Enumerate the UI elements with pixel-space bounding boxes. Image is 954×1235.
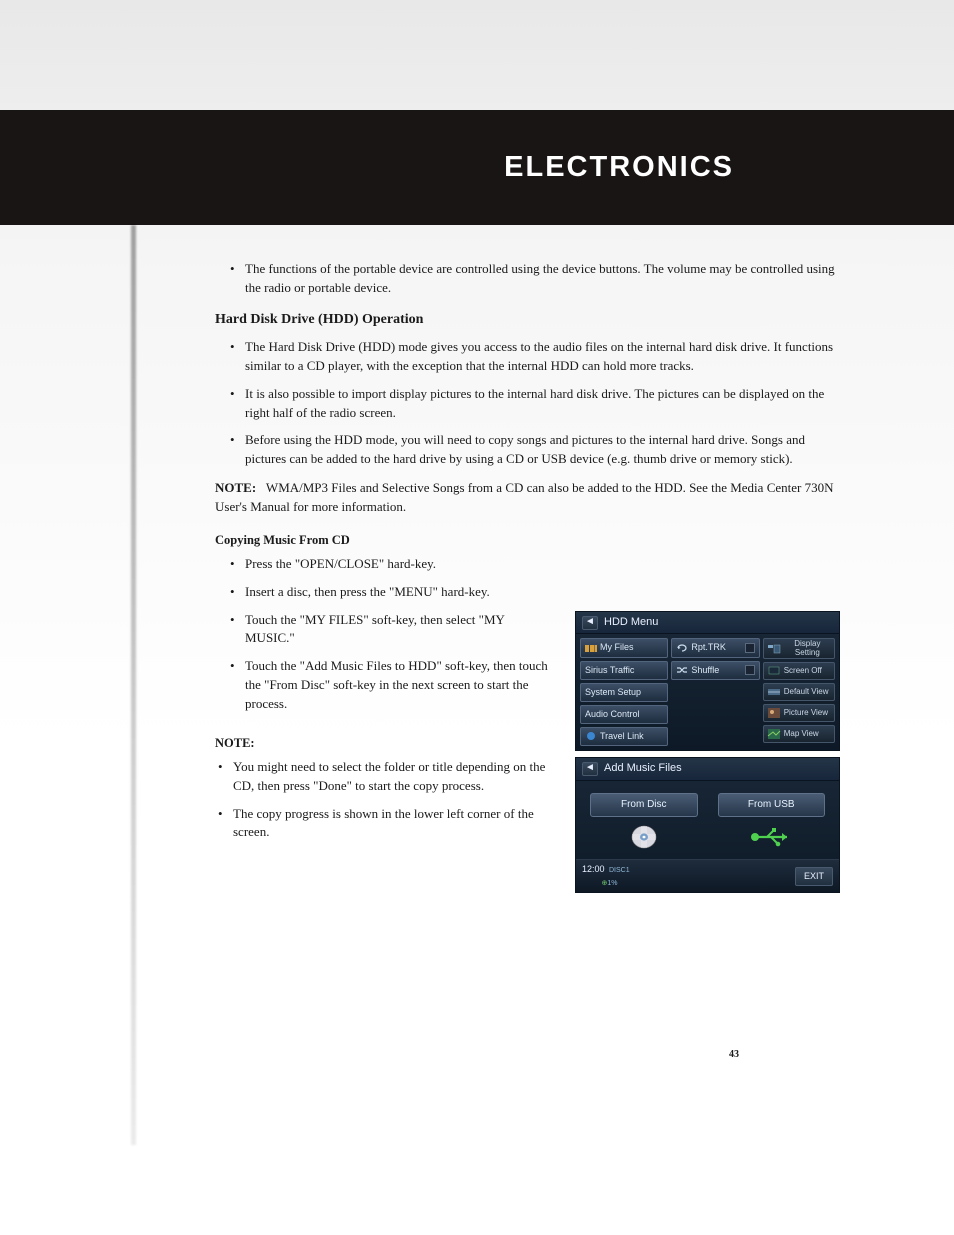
header-band: ELECTRONICS — [0, 110, 954, 225]
screen2-titlebar: ◄ Add Music Files — [576, 758, 839, 781]
travel-label: Travel Link — [600, 730, 644, 743]
repeat-track-button[interactable]: Rpt.TRK — [671, 638, 759, 657]
usb-icon — [718, 823, 826, 851]
screen1-left-col: My Files Sirius Traffic System Setup Aud… — [580, 638, 668, 745]
hdd-bullet: It is also possible to import display pi… — [245, 385, 840, 423]
hdd-bullet: Before using the HDD mode, you will need… — [245, 431, 840, 469]
map-view-icon — [767, 728, 781, 740]
shuffle-checkbox[interactable] — [745, 665, 755, 675]
picture-view-button[interactable]: Picture View — [763, 704, 835, 722]
screen1-right-col: Display Setting Screen Off Default View — [763, 638, 835, 745]
default-view-label: Default View — [784, 688, 829, 696]
default-view-button[interactable]: Default View — [763, 683, 835, 701]
add-row: From Disc — [590, 793, 825, 852]
from-usb-button[interactable]: From USB — [718, 793, 826, 852]
copying-bullets-side: Touch the "MY FILES" soft-key, then sele… — [215, 611, 555, 714]
from-usb-label: From USB — [718, 793, 826, 818]
hdd-bullet: The Hard Disk Drive (HDD) mode gives you… — [245, 338, 840, 376]
header-title: ELECTRONICS — [504, 151, 734, 184]
hdd-bullet-list: The Hard Disk Drive (HDD) mode gives you… — [215, 338, 840, 469]
screen-off-button[interactable]: Screen Off — [763, 662, 835, 680]
note-text: WMA/MP3 Files and Selective Songs from a… — [215, 480, 833, 514]
sirius-traffic-button[interactable]: Sirius Traffic — [580, 661, 668, 680]
two-column-row: Touch the "MY FILES" soft-key, then sele… — [215, 611, 840, 900]
screen1-title: HDD Menu — [604, 615, 658, 631]
screen1-titlebar: ◄ HDD Menu — [576, 612, 839, 635]
system-setup-button[interactable]: System Setup — [580, 683, 668, 702]
travel-link-button[interactable]: Travel Link — [580, 727, 668, 746]
note2-bullets: You might need to select the folder or t… — [215, 758, 555, 842]
status-time: 12:00 — [582, 864, 605, 874]
add-music-screenshot: ◄ Add Music Files From Disc — [575, 757, 840, 894]
repeat-icon — [676, 643, 688, 653]
picture-view-label: Picture View — [784, 709, 828, 717]
map-view-label: Map View — [784, 730, 819, 738]
repeat-label: Rpt.TRK — [691, 641, 726, 654]
from-disc-button[interactable]: From Disc — [590, 793, 698, 852]
screen-off-label: Screen Off — [784, 667, 822, 675]
display-setting-icon — [767, 643, 781, 655]
files-icon — [585, 643, 597, 653]
my-files-button[interactable]: My Files — [580, 638, 668, 657]
my-files-label: My Files — [600, 641, 634, 654]
screenshot-column: ◄ HDD Menu My Files Sirius Traffic — [575, 611, 840, 900]
copying-bullet: Insert a disc, then press the "MENU" har… — [245, 583, 840, 602]
note2-label: NOTE: — [215, 734, 555, 752]
copying-bullet: Touch the "Add Music Files to HDD" soft-… — [245, 657, 555, 714]
exit-button[interactable]: EXIT — [795, 867, 833, 886]
repeat-checkbox[interactable] — [745, 643, 755, 653]
screen2-body: From Disc — [576, 781, 839, 860]
note-paragraph: NOTE: WMA/MP3 Files and Selective Songs … — [215, 479, 840, 517]
audio-label: Audio Control — [585, 708, 640, 721]
from-disc-label: From Disc — [590, 793, 698, 818]
screen1-mid-col: Rpt.TRK Shuffle — [671, 638, 759, 745]
display-setting-label: Display Setting — [784, 640, 831, 657]
page-spine-shadow — [131, 225, 136, 1145]
text-column: Touch the "MY FILES" soft-key, then sele… — [215, 611, 555, 852]
intro-bullet-list: The functions of the portable device are… — [215, 260, 840, 298]
hdd-menu-screenshot: ◄ HDD Menu My Files Sirius Traffic — [575, 611, 840, 751]
copying-heading: Copying Music From CD — [215, 531, 840, 549]
travel-icon — [585, 731, 597, 741]
copying-bullets-top: Press the "OPEN/CLOSE" hard-key. Insert … — [215, 555, 840, 602]
sirius-label: Sirius Traffic — [585, 664, 634, 677]
shuffle-button[interactable]: Shuffle — [671, 661, 759, 680]
hdd-heading: Hard Disk Drive (HDD) Operation — [215, 310, 840, 330]
disc-icon — [590, 823, 698, 851]
screen2-status-bar: 12:00 DISC1 ⊕1% EXIT — [576, 859, 839, 892]
intro-bullet: The functions of the portable device are… — [245, 260, 840, 298]
setup-label: System Setup — [585, 686, 641, 699]
page-content: The functions of the portable device are… — [215, 260, 840, 899]
copying-bullet: Press the "OPEN/CLOSE" hard-key. — [245, 555, 840, 574]
note2-bullet: The copy progress is shown in the lower … — [233, 805, 555, 843]
note2-block: NOTE: You might need to select the folde… — [215, 734, 555, 843]
note2-bullet: You might need to select the folder or t… — [233, 758, 555, 796]
page-number: 43 — [729, 1049, 739, 1060]
back-arrow-icon[interactable]: ◄ — [582, 616, 598, 630]
shuffle-icon — [676, 665, 688, 675]
screen-off-icon — [767, 665, 781, 677]
default-view-icon — [767, 686, 781, 698]
picture-view-icon — [767, 707, 781, 719]
screen1-body: My Files Sirius Traffic System Setup Aud… — [576, 634, 839, 749]
note-label: NOTE: — [215, 480, 256, 495]
screen2-title: Add Music Files — [604, 761, 682, 777]
map-view-button[interactable]: Map View — [763, 725, 835, 743]
back-arrow-icon[interactable]: ◄ — [582, 762, 598, 776]
display-setting-button[interactable]: Display Setting — [763, 638, 835, 659]
copying-bullet: Touch the "MY FILES" soft-key, then sele… — [245, 611, 555, 649]
shuffle-label: Shuffle — [691, 664, 719, 677]
status-left: 12:00 DISC1 ⊕1% — [582, 863, 630, 889]
audio-control-button[interactable]: Audio Control — [580, 705, 668, 724]
